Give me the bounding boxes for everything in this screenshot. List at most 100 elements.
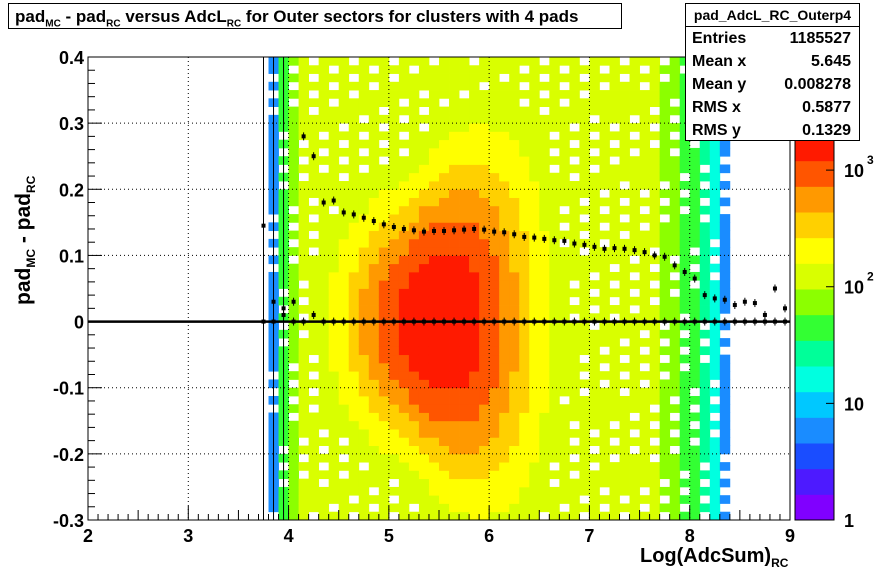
- heatmap-cell: [559, 73, 570, 83]
- heatmap-cell: [439, 462, 450, 471]
- heatmap-cell: [589, 371, 600, 380]
- heatmap-cell: [338, 147, 350, 157]
- heatmap-cell: [348, 404, 360, 413]
- heatmap-cell: [408, 346, 420, 356]
- heatmap-cell: [338, 65, 350, 74]
- heatmap-cell: [719, 338, 731, 347]
- heatmap-cell: [439, 486, 450, 496]
- heatmap-cell: [539, 321, 550, 331]
- heatmap-cell: [549, 255, 560, 265]
- heatmap-cell: [519, 296, 530, 306]
- heatmap-cell: [629, 462, 640, 471]
- heatmap-cell: [649, 73, 661, 83]
- heatmap-cell: [539, 214, 550, 223]
- heatmap-cell: [669, 338, 681, 347]
- heatmap-cell: [619, 404, 630, 413]
- rms-profile-point: [582, 242, 587, 247]
- mean-profile-point: [482, 319, 487, 324]
- heatmap-cell: [509, 404, 520, 413]
- heatmap-cell: [539, 470, 550, 480]
- heatmap-cell: [699, 412, 711, 422]
- heatmap-cell: [288, 189, 299, 198]
- heatmap-cell: [499, 156, 510, 165]
- heatmap-cell: [449, 486, 460, 496]
- heatmap-cell: [428, 98, 440, 108]
- heatmap-cell: [479, 470, 490, 480]
- heatmap-cell: [599, 123, 610, 132]
- rms-profile-point: [762, 312, 767, 317]
- heatmap-cell: [619, 346, 630, 356]
- heatmap-cell: [539, 429, 550, 438]
- heatmap-cell: [459, 197, 470, 207]
- heatmap-cell: [408, 131, 420, 141]
- heatmap-cell: [338, 429, 350, 438]
- heatmap-cell: [358, 296, 370, 306]
- heatmap-cell: [639, 354, 650, 364]
- heatmap-cell: [348, 387, 360, 397]
- heatmap-cell: [689, 296, 701, 306]
- heatmap-cell: [328, 329, 340, 339]
- heatmap-cell: [519, 156, 530, 165]
- heatmap-cell: [358, 139, 370, 149]
- heatmap-cell: [378, 486, 390, 496]
- heatmap-cell: [469, 362, 480, 372]
- heatmap-cell: [539, 420, 550, 430]
- palette-swatch: [795, 494, 834, 521]
- heatmap-cell: [398, 90, 410, 99]
- heatmap-cell: [288, 156, 299, 165]
- heatmap-cell: [348, 263, 360, 273]
- heatmap-cell: [549, 123, 560, 132]
- heatmap-cell: [549, 247, 560, 256]
- heatmap-cell: [398, 197, 410, 207]
- mean-profile-point: [492, 319, 497, 324]
- mean-profile-point: [772, 319, 777, 324]
- heatmap-cell: [579, 98, 590, 108]
- heatmap-cell: [388, 147, 400, 157]
- heatmap-cell: [509, 181, 520, 190]
- heatmap-cell: [469, 156, 480, 165]
- heatmap-cell: [529, 346, 540, 356]
- heatmap-cell: [308, 181, 320, 190]
- heatmap-cell: [469, 404, 480, 413]
- heatmap-cell: [649, 362, 661, 372]
- heatmap-cell: [449, 321, 460, 331]
- x-tick-label: 6: [484, 526, 494, 546]
- heatmap-cell: [549, 429, 560, 438]
- stats-rows: Entries 1185527 Mean x 5.645 Mean y 0.008278 R…: [686, 27, 859, 142]
- heatmap-cell: [428, 478, 440, 488]
- heatmap-cell: [519, 73, 530, 83]
- heatmap-cell: [308, 189, 320, 198]
- heatmap-cell: [348, 197, 360, 207]
- rms-profile-point: [502, 230, 507, 235]
- heatmap-cell: [529, 65, 540, 74]
- heatmap-cell: [599, 164, 610, 174]
- heatmap-cell: [529, 238, 540, 248]
- heatmap-cell: [318, 470, 330, 480]
- heatmap-cell: [559, 453, 570, 463]
- y-tick-label: -0.2: [53, 445, 84, 465]
- heatmap-cell: [418, 470, 430, 480]
- heatmap-cell: [539, 404, 550, 413]
- heatmap-cell: [509, 338, 520, 347]
- heatmap-cell: [459, 503, 470, 513]
- heatmap-cell: [659, 305, 671, 314]
- heatmap-cell: [439, 379, 450, 389]
- heatmap-cell: [439, 123, 450, 132]
- heatmap-cell: [669, 354, 681, 364]
- heatmap-cell: [649, 429, 661, 438]
- heatmap-cell: [569, 247, 580, 256]
- heatmap-cell: [529, 90, 540, 99]
- heatmap-cell: [408, 197, 420, 207]
- heatmap-cell: [629, 296, 640, 306]
- heatmap-cell: [599, 470, 610, 480]
- heatmap-cell: [308, 172, 320, 182]
- heatmap-cell: [579, 420, 590, 430]
- heatmap-cell: [499, 296, 510, 306]
- heatmap-cell: [449, 379, 460, 389]
- heatmap-cell: [659, 106, 671, 116]
- heatmap-cell: [398, 230, 410, 240]
- heatmap-cell: [418, 98, 430, 108]
- heatmap-cell: [559, 271, 570, 281]
- heatmap-cell: [609, 131, 620, 141]
- heatmap-cell: [298, 338, 310, 347]
